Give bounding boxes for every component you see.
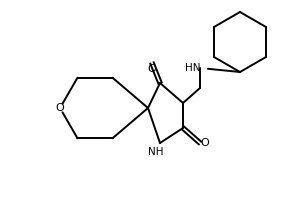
Text: NH: NH <box>148 147 164 157</box>
Text: O: O <box>56 103 64 113</box>
Text: O: O <box>148 64 156 74</box>
Text: O: O <box>201 138 209 148</box>
Text: HN: HN <box>185 63 201 73</box>
